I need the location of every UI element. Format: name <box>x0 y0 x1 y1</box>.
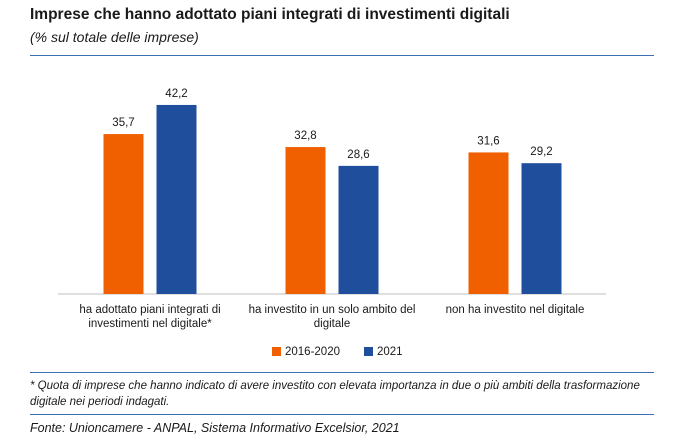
bar-series1-cat1 <box>103 134 144 294</box>
bar-chart: 35,7 42,2 ha adottato piani integrati di in… <box>58 88 606 358</box>
bar-series1-cat3 <box>468 152 509 294</box>
legend-swatch <box>272 347 281 356</box>
footnote: * Quota di imprese che hanno indicato di… <box>30 380 640 408</box>
bar-series1-cat2 <box>285 147 326 294</box>
data-label: 29,2 <box>530 146 552 158</box>
data-label: 32,8 <box>294 130 316 142</box>
top-divider <box>30 55 654 56</box>
category-label: ha adottato piani integrati di <box>79 304 220 316</box>
data-label: 35,7 <box>112 117 134 129</box>
category-label: non ha investito nel digitale <box>446 304 585 316</box>
bar-series2-cat2 <box>338 165 379 294</box>
legend-label: 2021 <box>377 346 403 358</box>
category-label: digitale <box>314 318 350 330</box>
category-label: investimenti nel digitale* <box>88 318 212 330</box>
middle-divider <box>30 372 654 373</box>
data-label: 28,6 <box>347 149 369 161</box>
chart-subtitle: (% sul totale delle imprese) <box>30 29 199 45</box>
chart-title: Imprese che hanno adottato piani integra… <box>30 6 510 23</box>
source-note: Fonte: Unioncamere - ANPAL, Sistema Info… <box>30 421 400 435</box>
legend-label: 2016-2020 <box>285 346 340 358</box>
bottom-divider <box>30 414 654 415</box>
data-label: 42,2 <box>165 88 187 100</box>
data-label: 31,6 <box>477 135 499 147</box>
legend-swatch <box>364 347 373 356</box>
category-label: ha investito in un solo ambito del <box>249 304 416 316</box>
bar-series2-cat1 <box>156 104 197 294</box>
bar-series2-cat3 <box>521 163 562 294</box>
